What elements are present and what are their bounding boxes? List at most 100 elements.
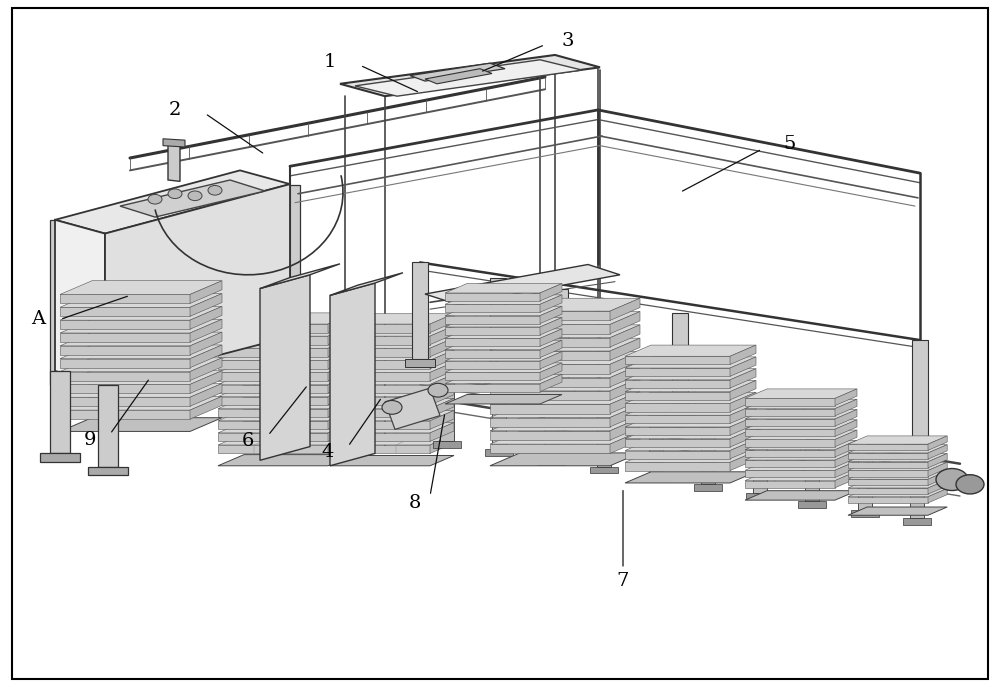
Polygon shape bbox=[330, 409, 430, 417]
Polygon shape bbox=[445, 327, 540, 335]
Polygon shape bbox=[625, 462, 730, 471]
Polygon shape bbox=[445, 372, 540, 381]
Polygon shape bbox=[60, 295, 190, 304]
Polygon shape bbox=[445, 352, 562, 361]
Polygon shape bbox=[430, 410, 454, 429]
Polygon shape bbox=[50, 220, 70, 385]
Polygon shape bbox=[610, 325, 640, 347]
Polygon shape bbox=[540, 317, 562, 335]
Polygon shape bbox=[672, 313, 688, 409]
Polygon shape bbox=[610, 418, 640, 440]
Polygon shape bbox=[597, 405, 611, 466]
Polygon shape bbox=[625, 451, 756, 462]
Polygon shape bbox=[625, 392, 730, 400]
Polygon shape bbox=[928, 444, 947, 459]
Polygon shape bbox=[328, 361, 354, 381]
Polygon shape bbox=[445, 394, 562, 404]
Polygon shape bbox=[328, 409, 354, 429]
Polygon shape bbox=[625, 427, 756, 439]
Polygon shape bbox=[430, 386, 454, 405]
Polygon shape bbox=[330, 350, 454, 360]
Polygon shape bbox=[730, 381, 756, 400]
Polygon shape bbox=[835, 409, 857, 426]
Polygon shape bbox=[928, 488, 947, 503]
Polygon shape bbox=[490, 431, 640, 444]
Polygon shape bbox=[490, 404, 610, 414]
Polygon shape bbox=[490, 418, 610, 427]
Polygon shape bbox=[798, 501, 826, 508]
Text: 2: 2 bbox=[169, 101, 181, 119]
Polygon shape bbox=[745, 460, 835, 467]
Text: 4: 4 bbox=[322, 443, 334, 461]
Polygon shape bbox=[120, 180, 265, 217]
Polygon shape bbox=[445, 363, 562, 372]
Text: 6: 6 bbox=[242, 432, 254, 450]
Polygon shape bbox=[330, 273, 403, 295]
Polygon shape bbox=[330, 435, 454, 445]
Polygon shape bbox=[610, 365, 640, 387]
Polygon shape bbox=[218, 349, 354, 360]
Polygon shape bbox=[330, 455, 454, 466]
Polygon shape bbox=[858, 448, 872, 510]
Polygon shape bbox=[410, 63, 505, 81]
Polygon shape bbox=[610, 311, 640, 334]
Polygon shape bbox=[490, 298, 640, 311]
Polygon shape bbox=[912, 340, 928, 436]
Polygon shape bbox=[745, 409, 857, 419]
Polygon shape bbox=[730, 416, 756, 436]
Polygon shape bbox=[218, 433, 354, 445]
Text: 7: 7 bbox=[617, 572, 629, 589]
Polygon shape bbox=[445, 315, 540, 324]
Polygon shape bbox=[490, 391, 610, 401]
Polygon shape bbox=[490, 418, 640, 431]
Polygon shape bbox=[745, 451, 857, 460]
Circle shape bbox=[208, 185, 222, 195]
Polygon shape bbox=[218, 420, 328, 429]
Polygon shape bbox=[60, 418, 222, 431]
Polygon shape bbox=[330, 360, 430, 369]
Polygon shape bbox=[490, 351, 610, 360]
Polygon shape bbox=[218, 445, 328, 453]
Polygon shape bbox=[445, 383, 540, 392]
Polygon shape bbox=[425, 69, 492, 84]
Polygon shape bbox=[60, 397, 190, 406]
Polygon shape bbox=[60, 383, 222, 397]
Polygon shape bbox=[190, 345, 222, 368]
Polygon shape bbox=[649, 414, 663, 475]
Text: 9: 9 bbox=[84, 431, 96, 449]
Polygon shape bbox=[445, 304, 540, 312]
Polygon shape bbox=[218, 455, 354, 466]
Polygon shape bbox=[848, 480, 928, 485]
Polygon shape bbox=[490, 278, 506, 374]
Polygon shape bbox=[745, 461, 857, 471]
Polygon shape bbox=[218, 385, 328, 393]
Polygon shape bbox=[190, 293, 222, 316]
Polygon shape bbox=[40, 453, 80, 462]
Text: A: A bbox=[31, 311, 45, 328]
Polygon shape bbox=[848, 488, 928, 494]
Polygon shape bbox=[490, 378, 640, 391]
Polygon shape bbox=[625, 345, 756, 357]
Polygon shape bbox=[544, 396, 558, 458]
Polygon shape bbox=[50, 371, 70, 453]
Polygon shape bbox=[330, 423, 454, 433]
Polygon shape bbox=[330, 374, 454, 385]
Polygon shape bbox=[490, 364, 610, 374]
Polygon shape bbox=[625, 368, 730, 376]
Polygon shape bbox=[328, 433, 354, 453]
Polygon shape bbox=[745, 440, 835, 447]
Polygon shape bbox=[851, 510, 879, 517]
Polygon shape bbox=[190, 371, 222, 394]
Polygon shape bbox=[60, 332, 222, 346]
Polygon shape bbox=[355, 60, 582, 96]
Polygon shape bbox=[835, 461, 857, 477]
Circle shape bbox=[956, 475, 984, 494]
Polygon shape bbox=[445, 293, 540, 301]
Polygon shape bbox=[218, 398, 354, 409]
Polygon shape bbox=[490, 324, 610, 334]
Polygon shape bbox=[430, 314, 454, 333]
Polygon shape bbox=[745, 471, 857, 481]
Polygon shape bbox=[445, 317, 562, 327]
Polygon shape bbox=[665, 409, 695, 417]
Polygon shape bbox=[60, 371, 222, 385]
